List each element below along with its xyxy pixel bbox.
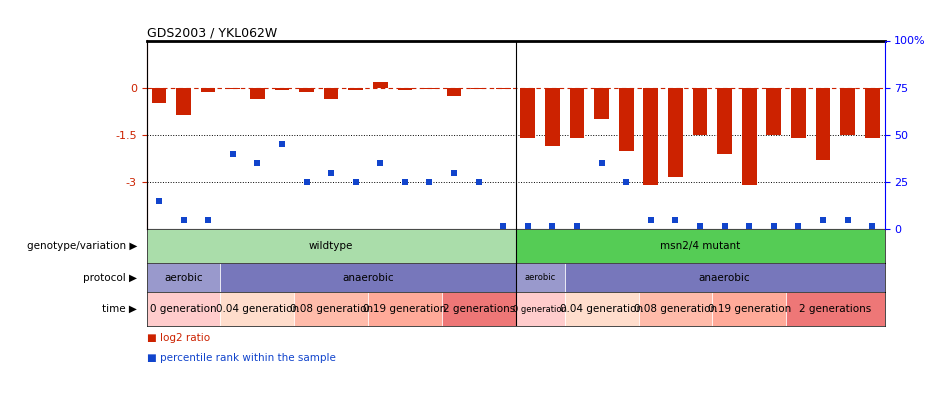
Point	[324, 170, 339, 176]
Text: ■ log2 ratio: ■ log2 ratio	[147, 333, 210, 343]
Bar	[373, 82, 388, 88]
Text: msn2/4 mutant: msn2/4 mutant	[660, 241, 740, 251]
Point	[471, 179, 486, 185]
Bar	[815, 88, 831, 160]
Text: 0.19 generation: 0.19 generation	[363, 304, 447, 314]
Bar	[151, 88, 166, 104]
Text: time ▶: time ▶	[102, 304, 137, 314]
Point	[594, 160, 609, 166]
Bar	[220, 263, 516, 292]
Point	[348, 179, 363, 185]
Bar	[791, 88, 806, 138]
Bar	[712, 292, 786, 326]
Point	[569, 222, 585, 229]
Text: 0.04 generation: 0.04 generation	[216, 304, 299, 314]
Bar	[516, 230, 885, 263]
Bar	[294, 292, 368, 326]
Point	[717, 222, 732, 229]
Point	[520, 222, 535, 229]
Point	[766, 222, 781, 229]
Bar	[201, 88, 216, 92]
Bar	[147, 263, 220, 292]
Bar	[565, 292, 639, 326]
Point	[496, 222, 511, 229]
Bar	[619, 88, 634, 151]
Point	[225, 151, 240, 157]
Bar	[442, 292, 516, 326]
Bar	[147, 230, 516, 263]
Text: aerobic: aerobic	[165, 273, 202, 283]
Bar	[594, 88, 609, 119]
Bar	[565, 263, 885, 292]
Bar	[274, 88, 289, 90]
Bar	[225, 88, 240, 90]
Text: 2 generations: 2 generations	[443, 304, 515, 314]
Text: 2 generations: 2 generations	[799, 304, 871, 314]
Bar	[447, 88, 462, 96]
Bar	[717, 88, 732, 154]
Point	[201, 217, 216, 223]
Bar	[569, 88, 585, 138]
Bar	[840, 88, 855, 135]
Point	[840, 217, 855, 223]
Text: aerobic: aerobic	[524, 273, 556, 282]
Point	[176, 217, 191, 223]
Bar	[397, 88, 412, 90]
Bar	[639, 292, 712, 326]
Text: 0.08 generation: 0.08 generation	[634, 304, 717, 314]
Text: wildtype: wildtype	[309, 241, 353, 251]
Point	[692, 222, 708, 229]
Bar	[742, 88, 757, 185]
Bar	[496, 88, 511, 89]
Bar	[692, 88, 708, 135]
Point	[742, 222, 757, 229]
Bar	[471, 88, 486, 89]
Point	[397, 179, 412, 185]
Text: anaerobic: anaerobic	[342, 273, 394, 283]
Bar	[786, 292, 885, 326]
Text: genotype/variation ▶: genotype/variation ▶	[26, 241, 137, 251]
Point	[274, 141, 289, 148]
Bar	[422, 88, 437, 89]
Text: 0.08 generation: 0.08 generation	[289, 304, 373, 314]
Point	[545, 222, 560, 229]
Point	[299, 179, 314, 185]
Bar	[516, 263, 565, 292]
Bar	[299, 88, 314, 92]
Point	[151, 198, 166, 205]
Bar	[368, 292, 442, 326]
Point	[815, 217, 831, 223]
Bar	[516, 292, 565, 326]
Bar	[324, 88, 339, 99]
Text: 0 generation: 0 generation	[514, 305, 567, 314]
Text: 0 generation: 0 generation	[150, 304, 217, 314]
Text: protocol ▶: protocol ▶	[83, 273, 137, 283]
Text: anaerobic: anaerobic	[699, 273, 750, 283]
Bar	[766, 88, 781, 135]
Point	[668, 217, 683, 223]
Bar	[545, 88, 560, 146]
Bar	[176, 88, 191, 115]
Point	[791, 222, 806, 229]
Point	[422, 179, 437, 185]
Text: ■ percentile rank within the sample: ■ percentile rank within the sample	[147, 354, 336, 363]
Point	[865, 222, 880, 229]
Bar	[250, 88, 265, 99]
Point	[373, 160, 388, 166]
Text: 0.04 generation: 0.04 generation	[560, 304, 643, 314]
Bar	[348, 88, 363, 90]
Text: 0.19 generation: 0.19 generation	[708, 304, 791, 314]
Bar	[220, 292, 294, 326]
Point	[447, 170, 462, 176]
Point	[250, 160, 265, 166]
Bar	[520, 88, 535, 138]
Point	[619, 179, 634, 185]
Bar	[668, 88, 683, 177]
Point	[643, 217, 658, 223]
Bar	[865, 88, 880, 138]
Bar	[147, 292, 220, 326]
Text: GDS2003 / YKL062W: GDS2003 / YKL062W	[147, 26, 277, 39]
Bar	[643, 88, 658, 185]
